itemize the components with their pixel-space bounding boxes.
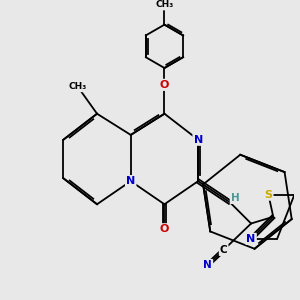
- Text: O: O: [160, 80, 169, 90]
- Text: O: O: [160, 224, 169, 234]
- Text: N: N: [247, 234, 256, 244]
- Text: N: N: [203, 260, 212, 270]
- Text: C: C: [220, 245, 227, 255]
- Text: CH₃: CH₃: [69, 82, 87, 91]
- Text: S: S: [264, 190, 272, 200]
- Text: N: N: [126, 176, 135, 186]
- Text: N: N: [194, 135, 203, 145]
- Text: CH₃: CH₃: [155, 0, 174, 9]
- Text: H: H: [231, 193, 239, 203]
